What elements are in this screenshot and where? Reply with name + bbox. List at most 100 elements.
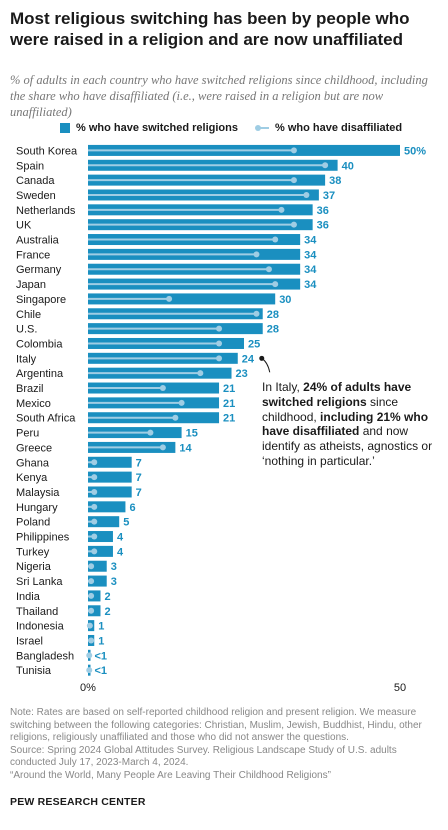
- disaffiliated-dot: [88, 607, 95, 614]
- category-label: Colombia: [16, 338, 63, 350]
- bar-switched: [88, 516, 120, 528]
- disaffiliated-dot: [265, 266, 272, 273]
- legend: % who have switched religions % who have…: [0, 122, 448, 138]
- category-label: Peru: [16, 428, 39, 440]
- value-label: 34: [304, 279, 317, 291]
- category-label: Netherlands: [16, 205, 76, 217]
- bar-switched: [88, 545, 113, 557]
- bar-switched: [88, 293, 276, 305]
- annotation-bold-1: 24% of adults have switched religions: [262, 380, 412, 409]
- category-label: Poland: [16, 517, 50, 529]
- value-label: <1: [94, 650, 107, 662]
- bar-switched: [88, 605, 101, 617]
- disaffiliated-dot: [159, 444, 166, 451]
- footnote: Note: Rates are based on self-reported c…: [10, 707, 440, 783]
- disaffiliated-dot: [253, 310, 260, 317]
- value-label: 28: [267, 324, 279, 336]
- italy-annotation: In Italy, 24% of adults have switched re…: [262, 380, 442, 469]
- category-label: South Africa: [16, 413, 76, 425]
- category-label: Argentina: [16, 368, 64, 380]
- disaffiliated-dot: [322, 162, 329, 169]
- disaffiliated-dot: [278, 206, 285, 213]
- disaffiliated-dot: [86, 622, 93, 629]
- disaffiliated-dot: [290, 221, 297, 228]
- category-label: Turkey: [16, 546, 50, 558]
- value-label: 30: [279, 294, 291, 306]
- disaffiliated-dot: [216, 355, 223, 362]
- disaffiliated-dot: [91, 488, 98, 495]
- category-label: Singapore: [16, 294, 66, 306]
- disaffiliated-dot: [166, 295, 173, 302]
- value-label: 23: [236, 368, 248, 380]
- legend-swatch-switched: [60, 123, 70, 133]
- value-label: 3: [111, 576, 117, 588]
- disaffiliated-dot: [91, 474, 98, 481]
- category-label: Indonesia: [16, 621, 65, 633]
- chart-subtitle: % of adults in each country who have swi…: [10, 73, 428, 119]
- disaffiliated-dot: [147, 429, 154, 436]
- disaffiliated-dot: [91, 459, 98, 466]
- x-tick-label: 0%: [80, 682, 96, 694]
- category-label: U.S.: [16, 324, 37, 336]
- disaffiliated-dot: [86, 667, 93, 674]
- disaffiliated-dot: [272, 236, 279, 243]
- disaffiliated-dot: [91, 533, 98, 540]
- value-label: 7: [136, 457, 142, 469]
- annotation-text-2: since childhood,: [262, 394, 399, 424]
- value-label: 38: [329, 175, 341, 187]
- category-label: Spain: [16, 160, 44, 172]
- disaffiliated-dot: [91, 548, 98, 555]
- category-label: Japan: [16, 279, 46, 291]
- category-label: UK: [16, 220, 32, 232]
- value-label: 7: [136, 472, 142, 484]
- value-label: 3: [111, 561, 117, 573]
- value-label: 21: [223, 398, 235, 410]
- disaffiliated-dot: [91, 503, 98, 510]
- category-label: Canada: [16, 175, 55, 187]
- value-label: 5: [123, 517, 129, 529]
- category-label: Philippines: [16, 532, 70, 544]
- legend-swatch-disaffiliated: [255, 123, 269, 133]
- bar-switched: [88, 531, 113, 543]
- bar-switched: [88, 471, 132, 483]
- disaffiliated-dot: [290, 177, 297, 184]
- category-label: Italy: [16, 353, 37, 365]
- annotation-text-1: In Italy,: [262, 380, 304, 394]
- legend-item-disaffiliated: % who have disaffiliated: [255, 122, 402, 134]
- value-label: 24: [242, 353, 255, 365]
- annotation-pointer-line: [261, 357, 271, 373]
- bar-switched: [88, 560, 107, 572]
- disaffiliated-dot: [272, 281, 279, 288]
- category-label: France: [16, 249, 50, 261]
- value-label: 28: [267, 309, 279, 321]
- category-label: South Korea: [16, 145, 78, 157]
- disaffiliated-dot: [290, 147, 297, 154]
- value-label: 6: [129, 502, 135, 514]
- category-label: Brazil: [16, 383, 44, 395]
- bar-switched: [88, 501, 126, 513]
- legend-label-disaffiliated: % who have disaffiliated: [275, 122, 403, 134]
- category-label: Kenya: [16, 472, 48, 484]
- value-label: 50%: [404, 145, 426, 157]
- value-label: 2: [104, 606, 110, 618]
- disaffiliated-dot: [159, 385, 166, 392]
- disaffiliated-dot: [172, 414, 179, 421]
- value-label: 2: [104, 591, 110, 603]
- value-label: 37: [323, 190, 335, 202]
- disaffiliated-dot: [88, 578, 95, 585]
- category-label: Malaysia: [16, 487, 60, 499]
- value-label: 34: [304, 235, 317, 247]
- bar-switched: [88, 486, 132, 498]
- bar-switched: [88, 590, 101, 602]
- category-label: India: [16, 591, 41, 603]
- legend-label-switched: % who have switched religions: [76, 122, 238, 134]
- category-label: Sri Lanka: [16, 576, 63, 588]
- note-text: Note: Rates are based on self-reported c…: [10, 707, 422, 744]
- category-label: Hungary: [16, 502, 58, 514]
- disaffiliated-dot: [253, 251, 260, 258]
- value-label: 15: [186, 428, 198, 440]
- category-label: Ghana: [16, 457, 50, 469]
- report-title: “Around the World, Many People Are Leavi…: [10, 769, 331, 781]
- disaffiliated-dot: [216, 340, 223, 347]
